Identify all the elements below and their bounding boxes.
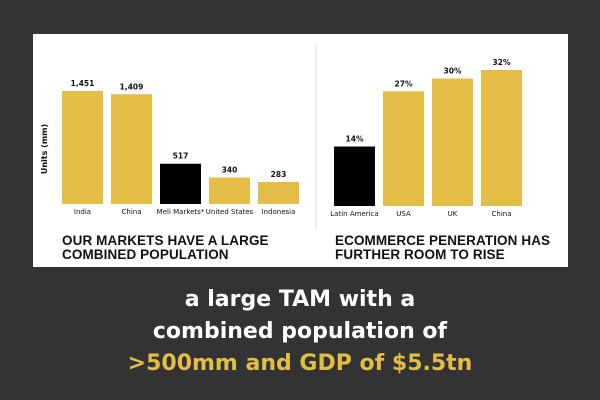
category-label: India — [74, 208, 91, 216]
bar-united-states — [209, 177, 250, 204]
left-title-line-1: OUR MARKETS HAVE A LARGE — [62, 233, 269, 248]
bar-china — [481, 70, 522, 206]
right-title-line-2: FURTHER ROOM TO RISE — [335, 247, 505, 262]
data-label: 14% — [346, 135, 364, 144]
footer-text: a large TAM with a combined population o… — [0, 284, 600, 380]
bar-uk — [432, 78, 473, 206]
footer-line-2: combined population of — [152, 319, 448, 344]
data-label: 30% — [444, 67, 462, 76]
category-label: United States — [206, 208, 254, 216]
right-chart-title: ECOMMERCE PENERATION HAS FURTHER ROOM TO… — [335, 234, 550, 262]
bar-latin-america — [334, 146, 375, 206]
bar-indonesia — [258, 181, 299, 204]
chart-panel: 1,451 India 1,409 China 517 Meli Markets* 340 U… — [33, 34, 568, 267]
bar-china — [111, 94, 152, 204]
left-chart-title: OUR MARKETS HAVE A LARGE COMBINED POPULA… — [62, 234, 269, 262]
footer-line-3: >500mm and GDP of $5.5tn — [127, 351, 473, 376]
data-label: 1,409 — [120, 82, 144, 91]
category-label: China — [122, 208, 142, 216]
category-label: Meli Markets* — [157, 208, 205, 216]
charts-svg: 1,451 India 1,409 China 517 Meli Markets* 340 U… — [40, 44, 522, 230]
category-label: Latin America — [330, 210, 378, 218]
data-label: 283 — [271, 170, 287, 179]
bar-usa — [383, 91, 424, 206]
data-label: 1,451 — [71, 79, 95, 88]
data-label: 27% — [395, 79, 413, 88]
data-label: 517 — [173, 152, 189, 161]
footer-line-1: a large TAM with a — [184, 287, 416, 312]
left-title-line-2: COMBINED POPULATION — [62, 247, 229, 262]
data-label: 340 — [222, 166, 238, 175]
category-label: USA — [396, 210, 411, 218]
right-title-line-1: ECOMMERCE PENERATION HAS — [335, 233, 551, 248]
category-label: UK — [448, 210, 458, 218]
bar-india — [62, 91, 103, 204]
bar-meli-markets- — [160, 163, 201, 204]
category-label: China — [492, 210, 512, 218]
data-label: 32% — [493, 58, 511, 67]
category-label: Indonesia — [262, 208, 296, 216]
y-axis-label: Units (mm) — [40, 124, 49, 174]
